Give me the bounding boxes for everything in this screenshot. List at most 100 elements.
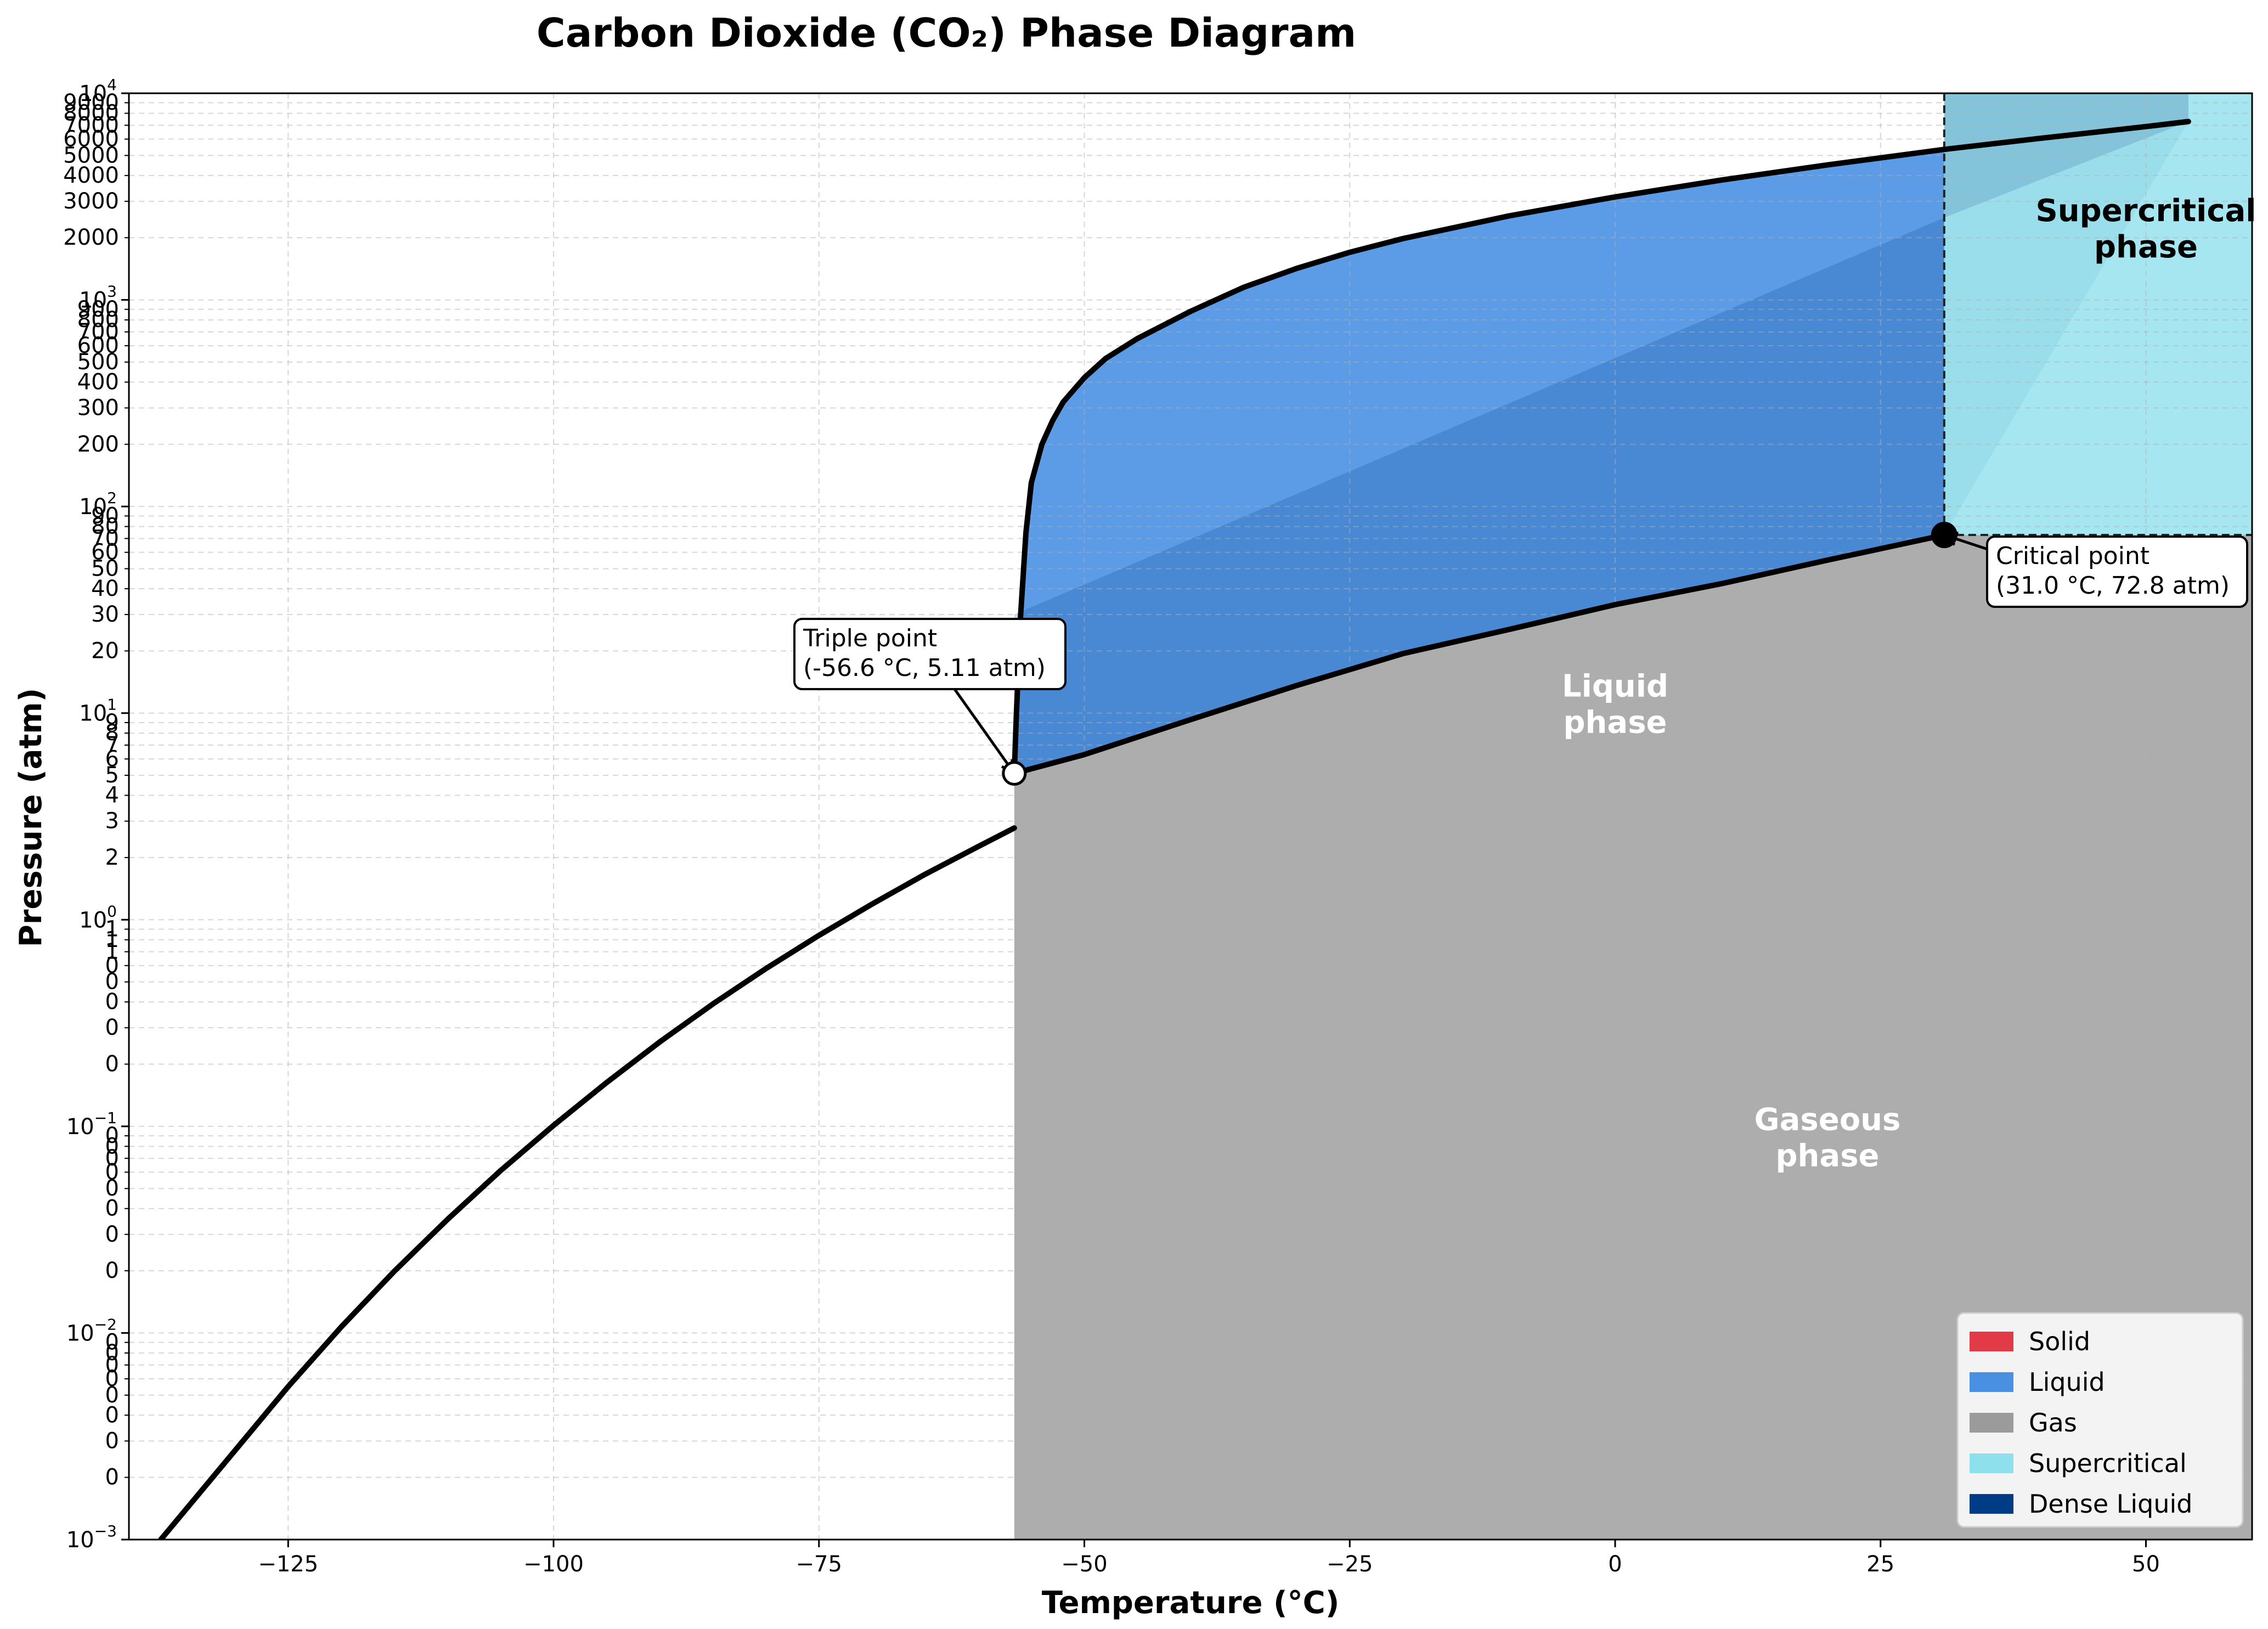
y-tick-label: 80 — [91, 514, 119, 539]
y-tick-label: 0 — [105, 969, 119, 995]
y-tick-label: 10−2 — [66, 1315, 117, 1346]
y-tick-label: 700 — [77, 319, 119, 345]
y-tick-label: 0 — [105, 1176, 119, 1201]
y-tick-label: 60 — [91, 540, 119, 565]
y-tick-label: 4000 — [63, 163, 119, 188]
y-tick-label: 10−1 — [66, 1109, 117, 1140]
y-tick-label: 0 — [105, 1465, 119, 1490]
y-tick-label: 104 — [79, 76, 117, 106]
supercritical-region — [1944, 93, 2252, 536]
critical-point-box — [1986, 536, 2248, 608]
chart-title: Carbon Dioxide (CO₂) Phase Diagram — [537, 10, 1356, 56]
triple-point-box — [793, 618, 1067, 690]
legend-swatch — [1970, 1332, 2013, 1351]
y-tick-label: 5000 — [63, 143, 119, 168]
y-tick-label: 103 — [79, 283, 117, 313]
x-axis-label: Temperature (°C) — [1042, 1585, 1340, 1621]
legend-swatch — [1970, 1453, 2013, 1473]
y-axis-label: Pressure (atm) — [13, 688, 49, 947]
legend-swatch — [1970, 1413, 2013, 1433]
triple-point-marker — [1002, 761, 1027, 786]
y-tick-label: 600 — [77, 333, 119, 358]
y-tick-label: 0 — [105, 1196, 119, 1221]
grid-lines — [129, 93, 2252, 1540]
y-tick-label: 1 — [105, 939, 119, 965]
y-tick-label: 400 — [77, 369, 119, 394]
y-tick-label: 101 — [79, 696, 117, 726]
y-tick-label: 3000 — [63, 189, 119, 214]
triple-point-label: Triple point (-56.6 °C, 5.11 atm) — [803, 624, 1046, 682]
y-tick-label: 2000 — [63, 225, 119, 250]
y-tick-label: 102 — [79, 489, 117, 520]
legend-label: Solid — [2029, 1327, 2090, 1356]
phase-boundary-curves — [158, 93, 2252, 1540]
plot-frame — [128, 92, 2253, 1541]
y-tick-label: 6 — [105, 746, 119, 771]
x-tick-label: −125 — [258, 1552, 318, 1577]
x-tick-label: 50 — [2132, 1552, 2160, 1577]
y-tick-label: 5 — [105, 763, 119, 788]
x-tick-label: −50 — [1061, 1552, 1107, 1577]
y-tick-label: 8 — [105, 720, 119, 746]
x-axis-ticks: −125 −100 −75 −50 −25 0 25 50 — [258, 1540, 2160, 1577]
triple-point-arrow — [953, 688, 1015, 774]
critical-point-label: Critical point (31.0 °C, 72.8 atm) — [1996, 542, 2230, 600]
legend-swatch — [1970, 1494, 2013, 1514]
legend-label: Dense Liquid — [2029, 1489, 2193, 1519]
y-tick-label: 0 — [105, 1159, 119, 1185]
phase-label: Supercritical phase — [2035, 193, 2256, 265]
y-tick-label: 70 — [91, 526, 119, 551]
melting-curve — [1011, 119, 2191, 776]
y-tick-label: 300 — [77, 395, 119, 420]
y-tick-label: 7 — [105, 732, 119, 758]
y-tick-label: 900 — [77, 297, 119, 322]
phase-label: Gaseous phase — [1754, 1102, 1901, 1174]
y-tick-label: 0 — [105, 1402, 119, 1428]
legend-label: Supercritical — [2029, 1448, 2187, 1478]
x-tick-label: −25 — [1327, 1552, 1373, 1577]
y-axis-ticks: 10−30000000010−20000000010−1000001111002… — [63, 76, 129, 1553]
y-tick-label: 90 — [91, 503, 119, 528]
y-tick-label: 500 — [77, 350, 119, 375]
y-tick-label: 0 — [105, 989, 119, 1014]
y-tick-label: 100 — [79, 902, 117, 933]
y-tick-label: 30 — [91, 602, 119, 627]
x-tick-label: 0 — [1608, 1552, 1622, 1577]
y-tick-label: 1 — [105, 927, 119, 952]
y-tick-label: 0 — [105, 1146, 119, 1171]
y-tick-label: 0 — [105, 1383, 119, 1408]
y-tick-label: 3 — [105, 809, 119, 834]
y-tick-label: 0 — [105, 1366, 119, 1391]
y-tick-label: 9000 — [63, 90, 119, 115]
liquid-region — [1014, 149, 1944, 774]
legend-label: Liquid — [2029, 1367, 2105, 1397]
y-tick-label: 0 — [105, 1428, 119, 1453]
legend-label: Gas — [2029, 1408, 2077, 1438]
y-tick-label: 800 — [77, 307, 119, 332]
x-tick-label: −100 — [523, 1552, 584, 1577]
dense-liquid-region — [1014, 121, 2188, 774]
y-tick-label: 0 — [105, 1222, 119, 1247]
legend-box — [1956, 1312, 2244, 1528]
critical-point-marker — [1931, 522, 1957, 549]
phase-label: Liquid phase — [1562, 669, 1668, 741]
sublimation-curve — [158, 825, 1017, 1540]
phase-regions — [1014, 93, 2252, 1540]
annotations: Liquid phase Gaseous phase Supercritical phas… — [793, 193, 2256, 1174]
y-tick-label: 1 — [105, 917, 119, 942]
y-tick-label: 0 — [105, 1258, 119, 1283]
y-tick-label: 7000 — [63, 112, 119, 138]
y-tick-label: 200 — [77, 432, 119, 457]
y-tick-label: 0 — [105, 1123, 119, 1148]
y-tick-label: 0 — [105, 953, 119, 978]
y-tick-label: 0 — [105, 1051, 119, 1076]
y-tick-label: 2 — [105, 845, 119, 870]
y-tick-label: 0 — [105, 1340, 119, 1366]
y-tick-label: 0 — [105, 1134, 119, 1159]
legend-swatch — [1970, 1372, 2013, 1392]
x-tick-label: −75 — [796, 1552, 842, 1577]
legend: Solid Liquid Gas Supercritical Dense Liquid — [1956, 1312, 2244, 1528]
y-tick-label: 20 — [91, 638, 119, 663]
vaporization-curve — [1011, 532, 1947, 776]
